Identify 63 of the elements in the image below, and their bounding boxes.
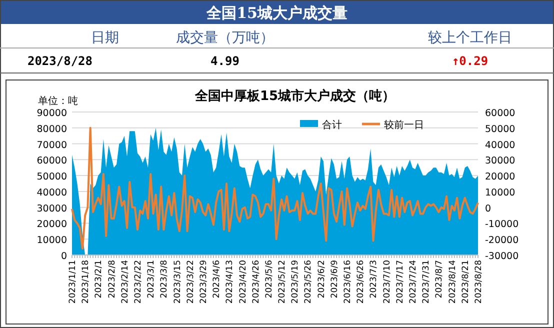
x-tick-label: 2023/8/7 [434, 260, 445, 298]
x-tick-label: 2023/5/19 [290, 260, 301, 304]
text: 4.99 [210, 54, 240, 68]
x-tick-label: 2023/8/28 [474, 260, 484, 304]
text: 日期 [91, 30, 119, 46]
text: 2023/8/28 [27, 54, 93, 68]
chart-title: 全国中厚板15城市大户成交（吨） [194, 88, 396, 104]
y-tick-label: 40000 [36, 187, 67, 198]
x-tick-label: 2023/7/24 [408, 260, 419, 304]
x-tick-label: 2023/7/3 [369, 260, 380, 298]
x-tick-label: 2023/8/21 [460, 260, 471, 304]
x-tick-label: 2023/4/13 [225, 260, 236, 304]
x-tick-label: 2023/2/8 [107, 260, 118, 298]
y2-tick-label: -10000 [485, 219, 519, 230]
y2-tick-label: 20000 [485, 172, 516, 183]
text: ↑0.29 [452, 54, 488, 68]
x-tick-label: 2023/3/15 [172, 260, 183, 304]
legend-label: 合计 [322, 119, 342, 131]
y-tick-label: 50000 [36, 172, 67, 183]
y-tick-label: 80000 [36, 124, 67, 135]
x-tick-label: 2023/7/31 [422, 260, 432, 304]
x-tick-label: 2023/5/12 [278, 260, 288, 304]
y2-tick-label: 30000 [485, 156, 516, 167]
x-tick-label: 2023/2/22 [133, 260, 144, 304]
legend-label: 较前一日 [384, 119, 424, 131]
x-tick-label: 2023/2/14 [120, 260, 130, 304]
x-tick-label: 2023/3/22 [186, 260, 196, 304]
y2-tick-label: -20000 [485, 235, 519, 246]
x-tick-label: 2023/3/8 [160, 260, 170, 298]
x-tick-label: 2023/2/1 [94, 260, 104, 298]
text: 成交量（万吨） [176, 30, 274, 46]
x-tick-label: 2023/1/11 [68, 260, 78, 304]
y-tick-label: 90000 [36, 108, 67, 119]
x-tick-label: 2023/5/26 [304, 260, 314, 304]
text: 全国15城大户成交量 [206, 4, 348, 22]
x-tick-label: 2023/6/16 [343, 260, 354, 304]
y-tick-label: 10000 [36, 235, 67, 246]
x-tick-label: 2023/4/26 [251, 260, 262, 304]
y-tick-label: 60000 [36, 156, 67, 167]
y2-tick-label: 50000 [485, 124, 516, 135]
x-tick-label: 2023/1/18 [81, 260, 92, 304]
x-tick-label: 2023/4/6 [212, 260, 222, 298]
x-tick-label: 2023/3/1 [146, 260, 157, 298]
y-tick-label: 20000 [36, 219, 67, 230]
x-tick-label: 2023/4/20 [238, 260, 248, 304]
y2-tick-label: -30000 [485, 251, 519, 262]
y2-tick-label: 10000 [485, 187, 516, 198]
y2-tick-label: 40000 [485, 140, 516, 151]
y-tick-label: 70000 [36, 140, 67, 151]
text: 较上个工作日 [428, 30, 512, 46]
x-tick-label: 2023/7/10 [382, 260, 392, 304]
x-tick-label: 2023/5/6 [264, 260, 274, 298]
text: 单位：吨 [38, 95, 78, 107]
x-tick-label: 2023/7/17 [395, 260, 406, 304]
x-tick-label: 2023/3/29 [198, 260, 209, 304]
x-tick-label: 2023/6/26 [356, 260, 366, 304]
y-tick-label: 30000 [36, 203, 67, 214]
y2-tick-label: 0 [485, 203, 492, 214]
x-tick-label: 2023/8/14 [448, 260, 458, 304]
x-tick-label: 2023/6/2 [316, 260, 327, 298]
x-tick-label: 2023/6/9 [330, 260, 340, 298]
y2-tick-label: 60000 [485, 108, 516, 119]
y-tick-label: 0 [60, 251, 67, 262]
